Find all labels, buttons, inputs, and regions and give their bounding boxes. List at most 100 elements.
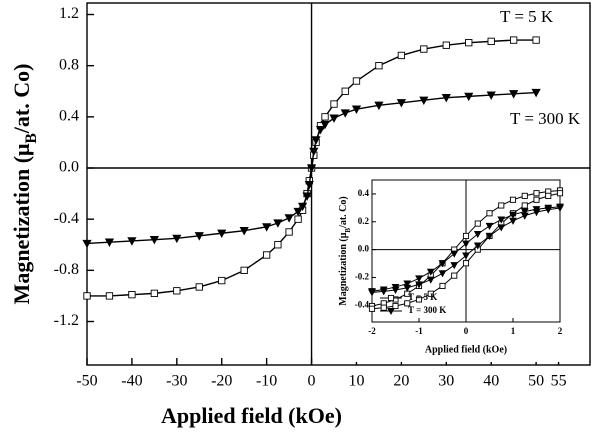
y-tick-label: 0.4 <box>358 188 370 198</box>
y-tick-label: 1.2 <box>59 5 79 22</box>
marker <box>392 302 399 310</box>
marker <box>533 196 540 203</box>
x-tick-label: 10 <box>348 373 364 390</box>
marker <box>497 216 506 224</box>
x-tick-label: -1 <box>415 326 423 336</box>
y-tick-label: 0.2 <box>358 216 370 226</box>
marker <box>391 286 400 295</box>
marker <box>284 214 294 223</box>
marker <box>532 36 540 44</box>
marker <box>321 113 329 121</box>
marker <box>442 41 450 49</box>
x-tick-label: -10 <box>256 373 277 390</box>
marker <box>556 204 564 213</box>
legend-label: T = 5 K <box>408 292 437 302</box>
marker <box>217 229 227 239</box>
marker <box>462 232 470 240</box>
x-tick-label: 0 <box>464 326 469 336</box>
x-tick-label: 20 <box>393 373 409 390</box>
x-axis-label: Applied field (kOe) <box>161 403 342 428</box>
marker <box>415 281 423 289</box>
marker <box>486 91 496 100</box>
marker <box>294 215 302 223</box>
legend-marker <box>387 294 395 302</box>
y-tick-label: -0.8 <box>54 261 79 278</box>
marker <box>419 96 429 105</box>
marker <box>462 252 470 260</box>
marker <box>315 125 326 135</box>
marker <box>239 227 249 236</box>
series-annotation: T = 5 K <box>500 7 554 26</box>
marker <box>450 262 459 270</box>
y-tick-label: -0.2 <box>355 272 370 282</box>
legend-label: T = 300 K <box>408 305 446 315</box>
marker <box>531 88 541 98</box>
x-tick-label: 40 <box>483 373 499 390</box>
marker <box>520 208 529 216</box>
marker <box>426 268 435 276</box>
y-axis-label-text: Magnetization (μ <box>9 143 34 304</box>
marker <box>105 292 114 300</box>
marker <box>330 100 338 108</box>
y-tick-label: -1.2 <box>54 312 79 329</box>
x-tick-label: -20 <box>211 373 232 390</box>
x-tick-label: 50 <box>528 373 544 390</box>
x-tick-label: 30 <box>438 373 454 390</box>
marker <box>462 260 470 267</box>
marker <box>520 212 529 220</box>
marker <box>450 250 459 258</box>
marker <box>533 190 540 197</box>
series-annotation: T = 300 K <box>510 109 581 128</box>
y-axis-label-rest: /at. Co) <box>338 196 349 229</box>
marker <box>173 287 181 295</box>
marker <box>374 101 384 111</box>
marker <box>509 90 519 99</box>
marker <box>262 223 272 232</box>
y-axis-label-text: Magnetization (μ <box>338 232 349 305</box>
marker <box>309 147 319 157</box>
marker <box>240 266 248 274</box>
x-tick-label: -2 <box>368 326 376 336</box>
y-tick-label: 0.8 <box>59 56 79 73</box>
marker <box>498 202 505 209</box>
marker <box>311 136 321 145</box>
marker <box>274 241 282 249</box>
marker <box>306 164 317 173</box>
y-axis-label: Magnetization (μB/at. Co) <box>338 196 351 306</box>
marker <box>396 99 406 108</box>
marker <box>438 270 447 278</box>
marker <box>82 239 92 249</box>
plot-frame <box>86 2 591 366</box>
marker <box>194 232 204 241</box>
marker <box>510 36 518 44</box>
marker <box>404 300 411 307</box>
marker <box>474 220 481 227</box>
y-tick-label: -0.4 <box>54 210 79 227</box>
marker <box>462 240 470 248</box>
marker <box>104 238 115 247</box>
marker <box>150 289 159 298</box>
y-tick-label: -0.4 <box>355 299 370 309</box>
marker <box>439 282 446 289</box>
marker <box>465 39 473 47</box>
x-tick-label: 0 <box>308 373 316 390</box>
marker <box>380 304 387 311</box>
marker <box>415 275 423 283</box>
marker <box>485 232 494 241</box>
marker <box>172 234 182 244</box>
x-tick-label: 55 <box>551 373 567 390</box>
marker <box>473 230 482 239</box>
marker <box>375 62 383 70</box>
y-axis-label: Magnetization (μB/at. Co) <box>9 64 40 305</box>
y-axis-label-sub: B <box>23 133 40 143</box>
marker <box>451 272 458 279</box>
marker <box>403 284 412 292</box>
marker <box>302 192 312 201</box>
marker <box>127 237 137 246</box>
marker <box>509 217 517 225</box>
x-tick-label: 2 <box>558 326 563 336</box>
marker <box>486 210 493 217</box>
marker <box>509 196 517 203</box>
